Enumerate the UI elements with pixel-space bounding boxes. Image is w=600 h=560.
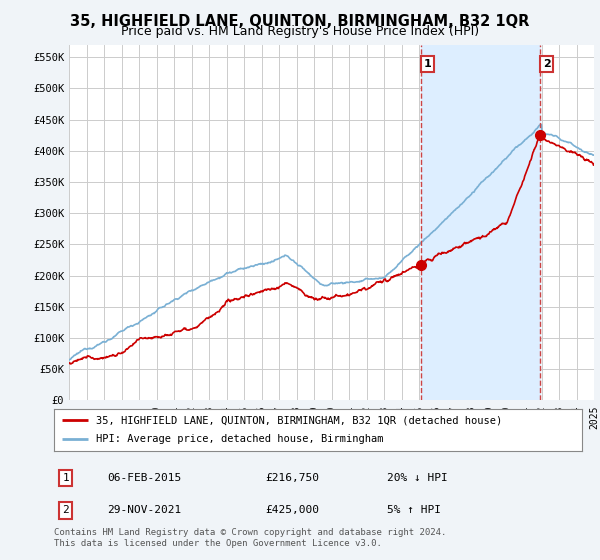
Text: 06-FEB-2015: 06-FEB-2015 [107,473,181,483]
Text: 1: 1 [62,473,69,483]
Text: 2: 2 [62,505,69,515]
Text: 5% ↑ HPI: 5% ↑ HPI [386,505,440,515]
Text: Contains HM Land Registry data © Crown copyright and database right 2024.
This d: Contains HM Land Registry data © Crown c… [54,528,446,548]
Text: 20% ↓ HPI: 20% ↓ HPI [386,473,448,483]
Text: 35, HIGHFIELD LANE, QUINTON, BIRMINGHAM, B32 1QR: 35, HIGHFIELD LANE, QUINTON, BIRMINGHAM,… [70,14,530,29]
Bar [421,45,540,400]
Text: £216,750: £216,750 [265,473,319,483]
Text: £425,000: £425,000 [265,505,319,515]
Text: 1: 1 [424,59,431,69]
Text: Price paid vs. HM Land Registry's House Price Index (HPI): Price paid vs. HM Land Registry's House … [121,25,479,38]
Text: HPI: Average price, detached house, Birmingham: HPI: Average price, detached house, Birm… [96,435,384,445]
Text: 29-NOV-2021: 29-NOV-2021 [107,505,181,515]
Text: 35, HIGHFIELD LANE, QUINTON, BIRMINGHAM, B32 1QR (detached house): 35, HIGHFIELD LANE, QUINTON, BIRMINGHAM,… [96,415,502,425]
Text: 2: 2 [543,59,550,69]
